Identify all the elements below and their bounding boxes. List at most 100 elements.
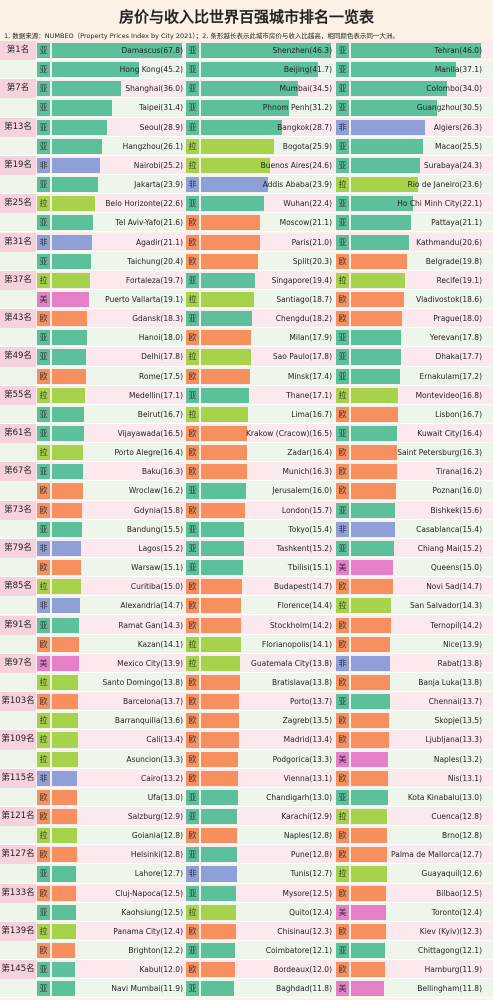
city-label: Singapore19.4 — [186, 271, 332, 290]
region-tag: 亚 — [37, 962, 50, 978]
city-label: Gdansk18.3 — [37, 309, 183, 328]
bar — [201, 253, 258, 269]
region-tag: 欧 — [37, 560, 50, 576]
city-value: 12.3 — [309, 927, 332, 936]
city-value: 15.1 — [309, 563, 332, 572]
region-tag: 欧 — [336, 828, 349, 844]
city-value: 16.4 — [309, 448, 332, 457]
bar — [52, 560, 81, 576]
region-tag: 欧 — [186, 598, 199, 614]
city-name: Kuwait City — [417, 429, 460, 438]
bar — [52, 809, 77, 825]
region-tag: 亚 — [37, 521, 50, 537]
city-name: Florence — [277, 601, 310, 611]
bar — [201, 655, 240, 671]
bar — [201, 540, 244, 557]
city-value: 16.3 — [459, 448, 482, 457]
city-value: 23.6 — [459, 180, 482, 189]
bar — [201, 981, 235, 997]
region-tag: 欧 — [336, 253, 349, 269]
bar — [201, 521, 245, 537]
bar — [52, 828, 77, 844]
region-tag: 拉 — [186, 138, 199, 154]
region-tag: 亚 — [37, 138, 50, 154]
region-tag: 欧 — [186, 579, 199, 595]
bar — [201, 406, 248, 422]
city-label: Ternopil14.2 — [336, 616, 482, 635]
city-label: Toronto12.4 — [336, 903, 482, 922]
city-label: Naples13.2 — [336, 750, 482, 769]
region-tag: 亚 — [37, 62, 50, 78]
region-tag: 美 — [37, 291, 50, 308]
region-tag: 亚 — [37, 349, 50, 365]
city-label: Bishkek15.6 — [336, 501, 482, 520]
city-value: 16.5 — [160, 429, 183, 438]
city-name: Salzburg — [127, 812, 161, 821]
region-tag: 亚 — [186, 540, 199, 557]
city-value: 13.0 — [309, 793, 332, 802]
region-tag: 拉 — [186, 904, 199, 920]
city-value: 12.8 — [309, 831, 332, 840]
city-value: 12.8 — [160, 831, 183, 840]
region-tag: 欧 — [336, 311, 349, 327]
bar — [201, 579, 243, 595]
city-value: 11.8 — [459, 984, 482, 993]
region-tag: 欧 — [336, 579, 349, 595]
city-value: 16.2 — [160, 486, 183, 495]
region-tag: 亚 — [186, 81, 199, 97]
city-name: Pune — [290, 850, 310, 860]
region-tag: 拉 — [336, 177, 349, 193]
city-label: Kiev (Kyiv)12.3 — [336, 922, 482, 941]
city-label: Phnom Penh31.2 — [186, 98, 332, 117]
rank-label: 第43名 — [0, 309, 36, 329]
city-value: 17.8 — [309, 352, 332, 361]
city-label: Lisbon16.7 — [336, 405, 482, 424]
city-name: Navi Mumbai — [111, 984, 161, 994]
city-label: Helsinki12.8 — [37, 845, 183, 864]
city-label: Bordeaux12.0 — [186, 960, 332, 979]
city-name: Wroclaw — [128, 486, 161, 496]
city-value: 34.5 — [309, 84, 332, 93]
city-value: 23.9 — [309, 180, 332, 189]
city-name: Wuhan — [283, 199, 310, 209]
city-name: Lisbon — [435, 409, 460, 419]
city-name: Vijayawada — [117, 429, 161, 438]
city-value: 26.3 — [459, 123, 482, 132]
bar — [52, 253, 92, 269]
region-tag: 非 — [186, 866, 199, 882]
region-tag: 欧 — [37, 943, 50, 959]
city-value: 22.6 — [160, 199, 183, 208]
bar — [52, 330, 87, 346]
city-label: Cuenca12.8 — [336, 807, 482, 826]
city-name: Helsinki — [130, 850, 161, 860]
city-value: 21.1 — [459, 218, 482, 227]
bar — [52, 291, 89, 308]
region-tag: 拉 — [336, 809, 349, 825]
city-label: Shenzhen46.3 — [186, 41, 332, 60]
city-name: Ternopil — [430, 620, 460, 630]
bar — [201, 272, 256, 288]
bar — [201, 885, 237, 901]
city-name: Ramat Gan — [118, 620, 161, 630]
bar — [351, 234, 410, 250]
region-tag: 拉 — [186, 291, 199, 308]
city-value: 12.8 — [459, 831, 482, 840]
region-tag: 拉 — [37, 272, 50, 288]
city-value: 18.2 — [309, 314, 332, 323]
bar — [52, 272, 90, 288]
city-name: Tbilisi — [287, 563, 310, 573]
city-label: Tokyo15.4 — [186, 520, 332, 539]
city-label: Madrid13.4 — [186, 730, 332, 749]
region-tag: 欧 — [336, 847, 349, 863]
region-tag: 亚 — [186, 885, 199, 901]
city-label: Taichung20.4 — [37, 252, 183, 271]
city-label: Lagos15.2 — [37, 539, 183, 558]
city-name: Baghdad — [276, 984, 310, 994]
bar — [52, 196, 96, 212]
city-name: Barcelona — [123, 697, 161, 707]
region-tag: 欧 — [37, 636, 50, 652]
city-value: 20.4 — [160, 257, 183, 266]
city-name: Delhi — [141, 352, 161, 362]
city-name: Zadar — [287, 448, 310, 458]
city-value: 16.0 — [309, 486, 332, 495]
